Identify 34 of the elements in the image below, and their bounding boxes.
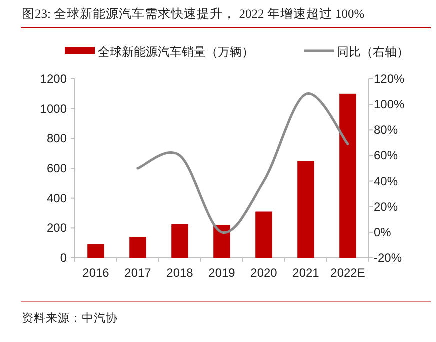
x-tick-label: 2018 (166, 266, 194, 280)
y2-tick-label: 60% (374, 148, 398, 163)
y-tick-label: 400 (46, 191, 68, 206)
bar (88, 244, 104, 258)
y2-tick-label: 80% (374, 123, 398, 138)
legend-label: 全球新能源汽车销量（万辆） (98, 45, 254, 59)
y2-tick-label: 100% (374, 98, 406, 112)
y2-tick-label: 120% (374, 72, 406, 86)
line-series (136, 92, 350, 234)
y2-tick-label: 20% (374, 200, 398, 214)
bar (256, 212, 272, 258)
text: 资料来源：中汽协 (22, 312, 118, 325)
y-tick-label: 800 (46, 132, 68, 146)
x-tick-label: 2016 (82, 266, 110, 280)
y2-tick-label: 40% (374, 174, 398, 188)
x-tick-label: 2021 (292, 266, 320, 280)
y-tick-label: 1200 (40, 72, 68, 86)
chart-title: 图23: 全球新能源汽车需求快速提升， 2022 年增速超过 100% (22, 7, 365, 21)
legend-label: 同比（右轴） (337, 45, 409, 59)
bar (214, 225, 230, 258)
y-tick-label: 1000 (40, 102, 68, 116)
bar (340, 94, 356, 258)
y-tick-label: 600 (46, 162, 68, 176)
y-tick-label: 0 (60, 251, 68, 265)
y-tick-label: 200 (46, 221, 68, 236)
x-tick-label: 2017 (124, 266, 152, 280)
x-tick-label: 2019 (208, 266, 236, 280)
bar (172, 224, 188, 258)
bar (298, 161, 314, 258)
x-tick-label: 2020 (250, 266, 278, 280)
y2-tick-label: -20% (374, 251, 402, 265)
bar (130, 237, 146, 258)
y2-tick-label: 0% (374, 225, 392, 240)
x-tick-label: 2022E (330, 266, 366, 280)
